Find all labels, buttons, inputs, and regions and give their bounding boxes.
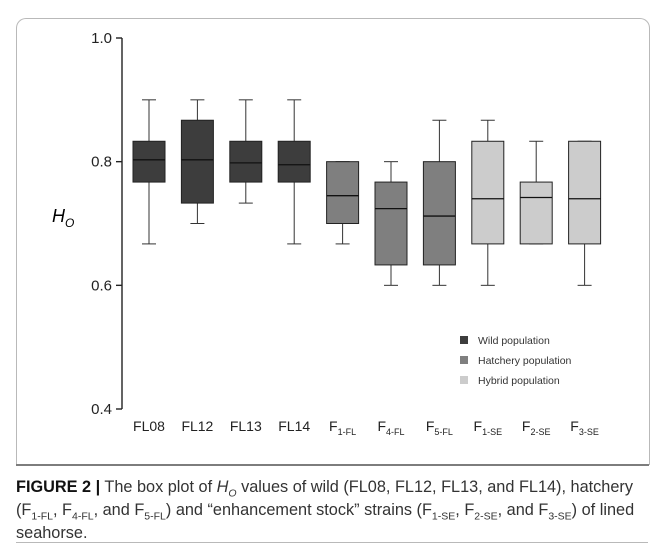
box-plot-chart: 0.40.60.81.0 FL08 FL12 FL13 FL14 F1-FL F4-FL F… [52, 30, 602, 437]
box-iqr [180, 119, 214, 204]
box-5 [326, 161, 360, 245]
y-tick-label: 0.8 [91, 154, 112, 171]
box-1 [132, 99, 166, 245]
x-tick-label: FL08 [133, 418, 165, 434]
chart-axes: 0.4 0.6 0.8 1.0 [91, 30, 123, 418]
box-8 [471, 119, 505, 286]
x-tick-label: FL14 [278, 418, 310, 434]
x-tick-label: FL12 [181, 418, 213, 434]
box-iqr [277, 140, 311, 183]
box-iqr [422, 161, 456, 266]
box-6 [374, 161, 408, 286]
x-tick-label: F3-SE [570, 418, 599, 437]
legend-swatch [460, 356, 468, 364]
box-9 [519, 140, 553, 245]
x-tick-label: FL13 [230, 418, 262, 434]
box-iqr [471, 140, 505, 245]
legend-label: Wild population [478, 335, 550, 347]
legend-label: Hatchery population [478, 355, 572, 367]
box-10 [568, 140, 602, 286]
caption-bottom-border [16, 542, 648, 543]
caption-text: The box plot of [100, 478, 217, 496]
x-tick-label: F1-FL [329, 418, 356, 437]
box-iqr [374, 181, 408, 266]
figure-divider [16, 464, 649, 466]
box-iqr [568, 140, 602, 245]
box-3 [229, 99, 263, 204]
box-2 [180, 99, 214, 224]
box-iqr [326, 161, 360, 225]
legend-label: Hybrid population [478, 375, 560, 387]
x-tick-labels: FL08 FL12 FL13 FL14 F1-FL F4-FL F5-FL F1-SE F2-S… [133, 418, 599, 437]
x-tick-label: F2-SE [522, 418, 551, 437]
box-7 [422, 119, 456, 286]
x-tick-label: F4-FL [377, 418, 404, 437]
y-tick-label: 0.6 [91, 277, 112, 294]
chart-boxes [132, 99, 602, 286]
x-tick-label: F1-SE [474, 418, 503, 437]
box-iqr [229, 140, 263, 183]
y-tick-label: 1.0 [91, 30, 112, 47]
legend-swatch [460, 376, 468, 384]
box-iqr [132, 140, 166, 183]
caption-label: FIGURE 2 | [16, 478, 101, 496]
box-4 [277, 99, 311, 245]
x-tick-label: F5-FL [426, 418, 453, 437]
legend-swatch [460, 336, 468, 344]
figure-caption: FIGURE 2 | The box plot of HO values of … [16, 478, 635, 542]
box-iqr [519, 181, 553, 245]
y-axis-label: HO [52, 206, 74, 230]
chart-legend: Wild population Hatchery population Hybrid… [460, 335, 572, 387]
y-tick-label: 0.4 [91, 401, 112, 418]
